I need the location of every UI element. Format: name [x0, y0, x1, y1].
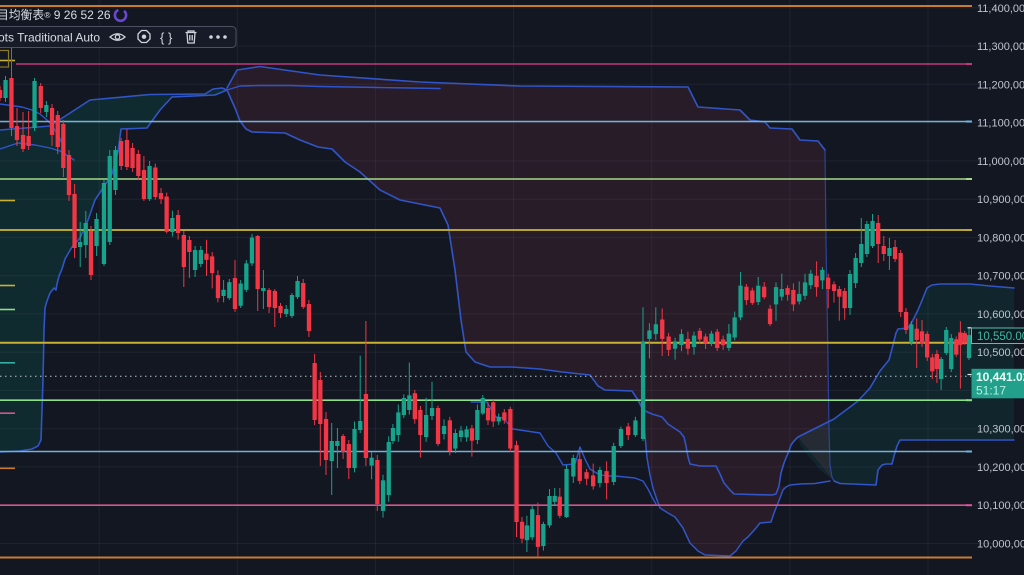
- svg-text:10,200,00: 10,200,00: [977, 462, 1024, 474]
- svg-text:目均衡表® 9 26 52 26: 目均衡表® 9 26 52 26: [0, 8, 111, 22]
- svg-text:10,500,00: 10,500,00: [977, 347, 1024, 359]
- svg-text:10,800,00: 10,800,00: [977, 232, 1024, 244]
- svg-text:11,000,00: 11,000,00: [977, 156, 1024, 168]
- svg-text:11,300,00: 11,300,00: [977, 41, 1024, 53]
- svg-text:ots Traditional Auto: ots Traditional Auto: [0, 31, 100, 45]
- svg-text:10,600,00: 10,600,00: [977, 309, 1024, 321]
- svg-text:10,700,00: 10,700,00: [977, 271, 1024, 283]
- svg-text:11,400,00: 11,400,00: [977, 3, 1024, 15]
- svg-text:51:17: 51:17: [976, 384, 1006, 398]
- svg-text:10,300,00: 10,300,00: [977, 424, 1024, 436]
- svg-text:11,100,00: 11,100,00: [977, 118, 1024, 130]
- svg-text:10,441.02: 10,441.02: [976, 370, 1024, 384]
- svg-text:10,900,00: 10,900,00: [977, 194, 1024, 206]
- svg-text:11,200,00: 11,200,00: [977, 79, 1024, 91]
- svg-text:10,100,00: 10,100,00: [977, 500, 1024, 512]
- svg-text:10,550.00: 10,550.00: [977, 331, 1024, 343]
- svg-text:10,000,00: 10,000,00: [977, 539, 1024, 551]
- svg-text:{ }: { }: [160, 30, 173, 45]
